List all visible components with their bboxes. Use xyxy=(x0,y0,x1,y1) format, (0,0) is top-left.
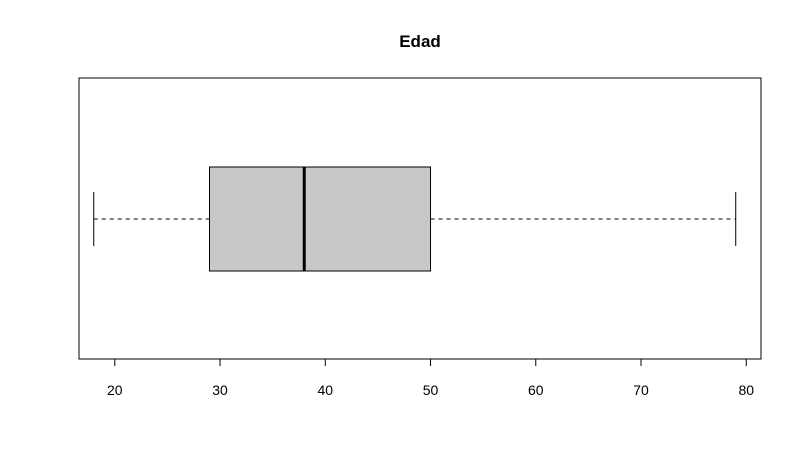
chart-title: Edad xyxy=(399,32,441,51)
x-axis: 20 30 40 50 60 70 80 xyxy=(107,358,754,398)
x-tick-label: 40 xyxy=(317,382,333,398)
x-tick-label: 20 xyxy=(107,382,123,398)
x-tick-label: 70 xyxy=(633,382,649,398)
x-tick-label: 60 xyxy=(528,382,544,398)
x-tick-label: 30 xyxy=(212,382,228,398)
x-tick-label: 80 xyxy=(738,382,754,398)
box-group xyxy=(93,166,737,272)
x-tick-label: 50 xyxy=(423,382,439,398)
iqr-box xyxy=(209,166,432,272)
